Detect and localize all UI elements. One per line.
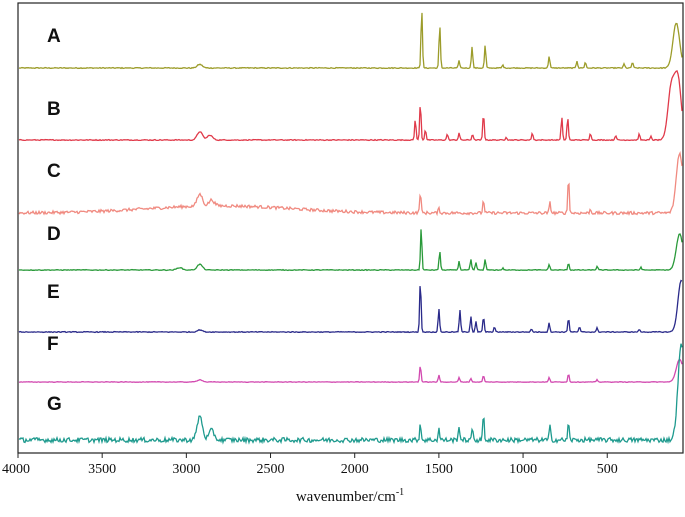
- x-tick-label: 2000: [341, 462, 369, 477]
- series-line-c: [18, 150, 683, 217]
- trace-label-d: D: [47, 224, 61, 245]
- x-axis-title: wavenumber/cm-1: [296, 487, 404, 505]
- x-axis-title-text: wavenumber/cm: [296, 489, 396, 505]
- trace-labels: A B C D E F G: [47, 26, 62, 415]
- x-axis-ticks: 4000 3500 3000 2500 2000 1500 1000 500: [2, 453, 618, 477]
- x-tick-label: 3000: [172, 462, 200, 477]
- x-tick-label: 2500: [257, 462, 285, 477]
- plot-frame: [17, 2, 684, 454]
- trace-label-b: B: [47, 99, 61, 120]
- trace-label-g: G: [47, 394, 62, 415]
- x-axis-title-superscript: -1: [396, 487, 404, 498]
- trace-label-e: E: [47, 282, 60, 303]
- trace-label-c: C: [47, 161, 61, 182]
- series-line-f: [18, 358, 683, 384]
- x-tick-label: 3500: [88, 462, 116, 477]
- series-line-e: [18, 279, 683, 334]
- x-tick-label: 1500: [425, 462, 453, 477]
- series-line-a: [18, 12, 683, 70]
- spectra-traces: [18, 12, 683, 445]
- trace-label-a: A: [47, 26, 61, 47]
- trace-label-f: F: [47, 334, 59, 355]
- x-tick-label: 500: [597, 462, 618, 477]
- series-line-b: [18, 69, 683, 142]
- series-line-d: [18, 229, 683, 272]
- x-tick-label: 4000: [2, 462, 30, 477]
- x-tick-label: 1000: [509, 462, 537, 477]
- series-line-g: [18, 343, 683, 445]
